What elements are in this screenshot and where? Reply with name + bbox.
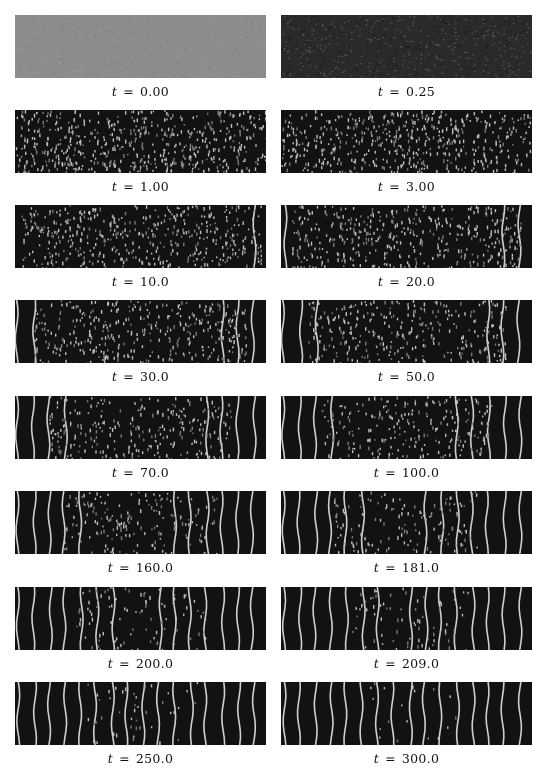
time-value: 0.25 <box>406 84 436 99</box>
time-value: 50.0 <box>406 369 436 384</box>
simulation-frame <box>281 205 532 268</box>
time-variable: t <box>111 84 118 99</box>
equals-sign: = <box>389 369 401 384</box>
time-value: 0.00 <box>140 84 170 99</box>
equals-sign: = <box>123 274 135 289</box>
time-value: 209.0 <box>401 656 440 671</box>
simulation-frame <box>15 491 266 554</box>
time-value: 1.00 <box>140 179 170 194</box>
equals-sign: = <box>389 179 401 194</box>
time-value: 160.0 <box>135 560 174 575</box>
simulation-frame <box>281 110 532 173</box>
time-value: 250.0 <box>135 751 174 766</box>
equals-sign: = <box>385 560 396 575</box>
time-value: 3.00 <box>406 179 436 194</box>
time-variable: t <box>111 179 118 194</box>
simulation-frame <box>281 682 532 745</box>
simulation-frame <box>15 205 266 268</box>
time-variable: t <box>373 465 380 480</box>
equals-sign: = <box>119 751 130 766</box>
frame-caption: t = 300.0 <box>281 752 532 766</box>
equals-sign: = <box>123 84 135 99</box>
frame-caption: t = 160.0 <box>15 561 266 575</box>
time-value: 100.0 <box>401 465 440 480</box>
frame-caption: t = 209.0 <box>281 657 532 671</box>
time-variable: t <box>377 179 384 194</box>
time-variable: t <box>373 656 380 671</box>
frame-caption: t = 181.0 <box>281 561 532 575</box>
simulation-frame <box>281 15 532 78</box>
time-variable: t <box>111 369 118 384</box>
equals-sign: = <box>385 465 396 480</box>
frame-caption: t = 1.00 <box>15 180 266 194</box>
equals-sign: = <box>123 179 135 194</box>
time-variable: t <box>377 84 384 99</box>
time-variable: t <box>107 656 114 671</box>
time-variable: t <box>373 560 380 575</box>
simulation-frame <box>15 110 266 173</box>
time-variable: t <box>373 751 380 766</box>
time-value: 200.0 <box>135 656 174 671</box>
equals-sign: = <box>389 274 401 289</box>
equals-sign: = <box>123 465 135 480</box>
frame-caption: t = 10.0 <box>15 275 266 289</box>
simulation-frame <box>15 300 266 363</box>
frame-caption: t = 200.0 <box>15 657 266 671</box>
simulation-frame <box>281 587 532 650</box>
time-value: 70.0 <box>140 465 170 480</box>
frame-caption: t = 250.0 <box>15 752 266 766</box>
simulation-frame <box>281 300 532 363</box>
equals-sign: = <box>385 751 396 766</box>
frame-caption: t = 30.0 <box>15 370 266 384</box>
frame-caption: t = 0.25 <box>281 85 532 99</box>
simulation-frame <box>15 15 266 78</box>
time-variable: t <box>107 751 114 766</box>
simulation-frame <box>15 682 266 745</box>
frame-caption: t = 100.0 <box>281 466 532 480</box>
time-variable: t <box>377 274 384 289</box>
time-variable: t <box>377 369 384 384</box>
equals-sign: = <box>385 656 396 671</box>
frame-caption: t = 70.0 <box>15 466 266 480</box>
frame-caption: t = 20.0 <box>281 275 532 289</box>
time-value: 20.0 <box>406 274 436 289</box>
equals-sign: = <box>389 84 401 99</box>
simulation-frame <box>281 396 532 459</box>
frame-caption: t = 3.00 <box>281 180 532 194</box>
time-variable: t <box>111 274 118 289</box>
equals-sign: = <box>123 369 135 384</box>
time-variable: t <box>111 465 118 480</box>
time-value: 10.0 <box>140 274 170 289</box>
time-value: 300.0 <box>401 751 440 766</box>
time-value: 30.0 <box>140 369 170 384</box>
simulation-frame <box>15 587 266 650</box>
simulation-frame <box>281 491 532 554</box>
frame-caption: t = 50.0 <box>281 370 532 384</box>
equals-sign: = <box>119 560 130 575</box>
time-variable: t <box>107 560 114 575</box>
equals-sign: = <box>119 656 130 671</box>
frame-caption: t = 0.00 <box>15 85 266 99</box>
simulation-frame <box>15 396 266 459</box>
time-value: 181.0 <box>401 560 440 575</box>
